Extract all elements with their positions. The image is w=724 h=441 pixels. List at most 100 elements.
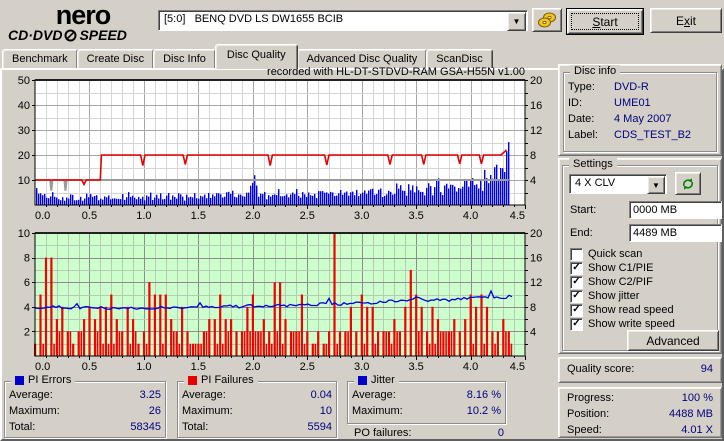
po-failures-value: 0 bbox=[497, 427, 504, 439]
app-logo: nero CD·DVD SPEED bbox=[8, 0, 158, 44]
svg-text:12: 12 bbox=[530, 125, 542, 137]
disc-info-panel: Disc info Type: DVD-R ID: UME01 Date: 4 May 2… bbox=[558, 64, 722, 156]
quality-score-label: Quality score: bbox=[567, 363, 635, 375]
svg-text:10: 10 bbox=[18, 228, 30, 240]
refresh-icon bbox=[682, 177, 694, 190]
svg-text:8: 8 bbox=[530, 302, 536, 314]
tab-strip: Benchmark Create Disc Disc Info Disc Qualit… bbox=[2, 44, 493, 69]
po-failures-label: PO failures: bbox=[354, 427, 412, 439]
advanced-button[interactable]: Advanced bbox=[627, 330, 719, 351]
exit-button[interactable]: Exit bbox=[650, 8, 722, 33]
drive-select-value: [5:0] BENQ DVD LS DW1655 BCIB bbox=[164, 13, 344, 25]
tab-advanced-disc-quality[interactable]: Advanced Disc Quality bbox=[296, 49, 428, 69]
disc-info-title: Disc info bbox=[574, 65, 617, 77]
start-position-field[interactable]: 0000 MB bbox=[629, 201, 722, 219]
pi-failures-stats-box: PI Failures Average: 0.04 Maximum: 10 Total:… bbox=[177, 374, 337, 438]
svg-text:8: 8 bbox=[530, 150, 536, 162]
checkbox-box[interactable] bbox=[570, 247, 583, 261]
chevron-down-icon[interactable]: ▼ bbox=[507, 12, 526, 31]
settings-title: Settings bbox=[573, 158, 613, 170]
svg-text:4: 4 bbox=[530, 326, 536, 338]
info-row: ID: UME01 bbox=[568, 97, 651, 109]
pi-errors-stats-box: PI Errors Average: 3.25 Maximum: 26 Total: 58… bbox=[4, 374, 166, 438]
start-button[interactable]: Start bbox=[566, 8, 644, 35]
drive-select[interactable]: [5:0] BENQ DVD LS DW1655 BCIB ▼ bbox=[158, 10, 528, 31]
svg-text:2: 2 bbox=[24, 326, 30, 338]
svg-text:4.5: 4.5 bbox=[510, 361, 525, 373]
svg-text:3.5: 3.5 bbox=[408, 361, 423, 373]
info-row: Progress: 100 % bbox=[567, 392, 713, 404]
start-position-label: Start: bbox=[570, 204, 597, 216]
svg-text:0.0: 0.0 bbox=[35, 210, 50, 222]
checkbox-box[interactable]: ✓ bbox=[570, 317, 583, 331]
svg-text:4: 4 bbox=[530, 175, 536, 187]
svg-text:2.5: 2.5 bbox=[300, 210, 315, 222]
disc-icon bbox=[64, 29, 77, 41]
checkbox-show-c2-pif[interactable]: ✓ Show C2/PIF bbox=[570, 275, 713, 289]
svg-text:40: 40 bbox=[18, 100, 30, 112]
jitter-stats-box: Jitter Average: 8.16 % Maximum: 10.2 % bbox=[347, 374, 506, 424]
svg-text:1.0: 1.0 bbox=[136, 361, 151, 373]
svg-text:0.5: 0.5 bbox=[82, 361, 97, 373]
svg-text:20: 20 bbox=[530, 75, 542, 87]
svg-text:1.0: 1.0 bbox=[136, 210, 151, 222]
checkbox-show-write-speed[interactable]: ✓ Show write speed bbox=[570, 317, 713, 331]
info-row: Type: DVD-R bbox=[568, 81, 649, 93]
speed-select[interactable]: 4 X CLV ▼ bbox=[569, 174, 667, 194]
svg-text:1.5: 1.5 bbox=[191, 361, 206, 373]
checkbox-box[interactable]: ✓ bbox=[570, 303, 583, 317]
info-row: Label: CDS_TEST_B2 bbox=[568, 129, 692, 141]
svg-text:3.0: 3.0 bbox=[354, 210, 369, 222]
info-row: Average: 8.16 % bbox=[352, 389, 501, 401]
disc-tools-button[interactable] bbox=[532, 8, 562, 32]
svg-text:2.0: 2.0 bbox=[245, 361, 260, 373]
checkbox-label: Show C1/PIE bbox=[588, 262, 654, 274]
settings-panel: Settings 4 X CLV ▼ Start: 0000 MB End: 4… bbox=[558, 158, 722, 354]
logo-nero-text: nero bbox=[55, 0, 112, 30]
svg-text:4: 4 bbox=[24, 302, 30, 314]
info-row: Speed: 4.01 X bbox=[567, 424, 713, 436]
end-position-label: End: bbox=[570, 227, 593, 239]
logo-speed-text: SPEED bbox=[79, 27, 127, 43]
checkbox-box[interactable]: ✓ bbox=[570, 289, 583, 303]
checkbox-box[interactable]: ✓ bbox=[570, 261, 583, 275]
discs-icon bbox=[538, 12, 556, 27]
svg-text:4.0: 4.0 bbox=[463, 210, 478, 222]
checkbox-label: Show jitter bbox=[588, 290, 640, 302]
info-row: Position: 4488 MB bbox=[567, 408, 713, 420]
svg-text:0.0: 0.0 bbox=[35, 361, 50, 373]
svg-text:4.0: 4.0 bbox=[463, 361, 478, 373]
svg-text:0.5: 0.5 bbox=[82, 210, 97, 222]
checkbox-quick-scan[interactable]: Quick scan bbox=[570, 247, 713, 261]
checkbox-label: Show read speed bbox=[588, 304, 674, 316]
logo-cddvd-text: CD·DVD bbox=[8, 27, 63, 43]
svg-text:30: 30 bbox=[18, 125, 30, 137]
checkbox-show-c1-pie[interactable]: ✓ Show C1/PIE bbox=[570, 261, 713, 275]
checkbox-label: Quick scan bbox=[588, 248, 643, 260]
blue-square-icon bbox=[358, 375, 367, 385]
tab-benchmark[interactable]: Benchmark bbox=[2, 49, 78, 69]
info-row: Maximum: 10 bbox=[182, 405, 332, 417]
svg-text:2.0: 2.0 bbox=[245, 210, 260, 222]
checkbox-show-jitter[interactable]: ✓ Show jitter bbox=[570, 289, 713, 303]
tab-disc-quality[interactable]: Disc Quality bbox=[214, 44, 298, 69]
tab-scandisc[interactable]: ScanDisc bbox=[426, 49, 493, 69]
svg-text:3.0: 3.0 bbox=[354, 361, 369, 373]
info-row: Total: 58345 bbox=[9, 421, 161, 433]
red-square-icon bbox=[188, 375, 197, 385]
progress-panel: Progress: 100 % Position: 4488 MB Speed: 4.01… bbox=[558, 387, 722, 438]
pi-failures-jitter-chart: 2 4 6 8 10 4 8 12 16 20 0.0 0.5 1.0 1.5 2.0 2.5 3.0 3.5 4.… bbox=[18, 228, 543, 373]
checkbox-show-read-speed[interactable]: ✓ Show read speed bbox=[570, 303, 713, 317]
quality-score-panel: Quality score: 94 bbox=[558, 357, 722, 383]
svg-text:3.5: 3.5 bbox=[408, 210, 423, 222]
refresh-button[interactable] bbox=[675, 172, 701, 195]
svg-text:1.5: 1.5 bbox=[191, 210, 206, 222]
chevron-down-icon[interactable]: ▼ bbox=[647, 176, 665, 194]
end-position-field[interactable]: 4489 MB bbox=[629, 224, 722, 242]
info-row: Average: 3.25 bbox=[9, 389, 161, 401]
checkbox-box[interactable]: ✓ bbox=[570, 275, 583, 289]
pi-errors-chart: 10 20 30 40 50 4 8 12 16 20 0.0 0.5 1.0 1.5 2.0 2.5 3.0 3… bbox=[18, 75, 543, 222]
svg-text:4.5: 4.5 bbox=[510, 210, 525, 222]
svg-text:20: 20 bbox=[18, 150, 30, 162]
